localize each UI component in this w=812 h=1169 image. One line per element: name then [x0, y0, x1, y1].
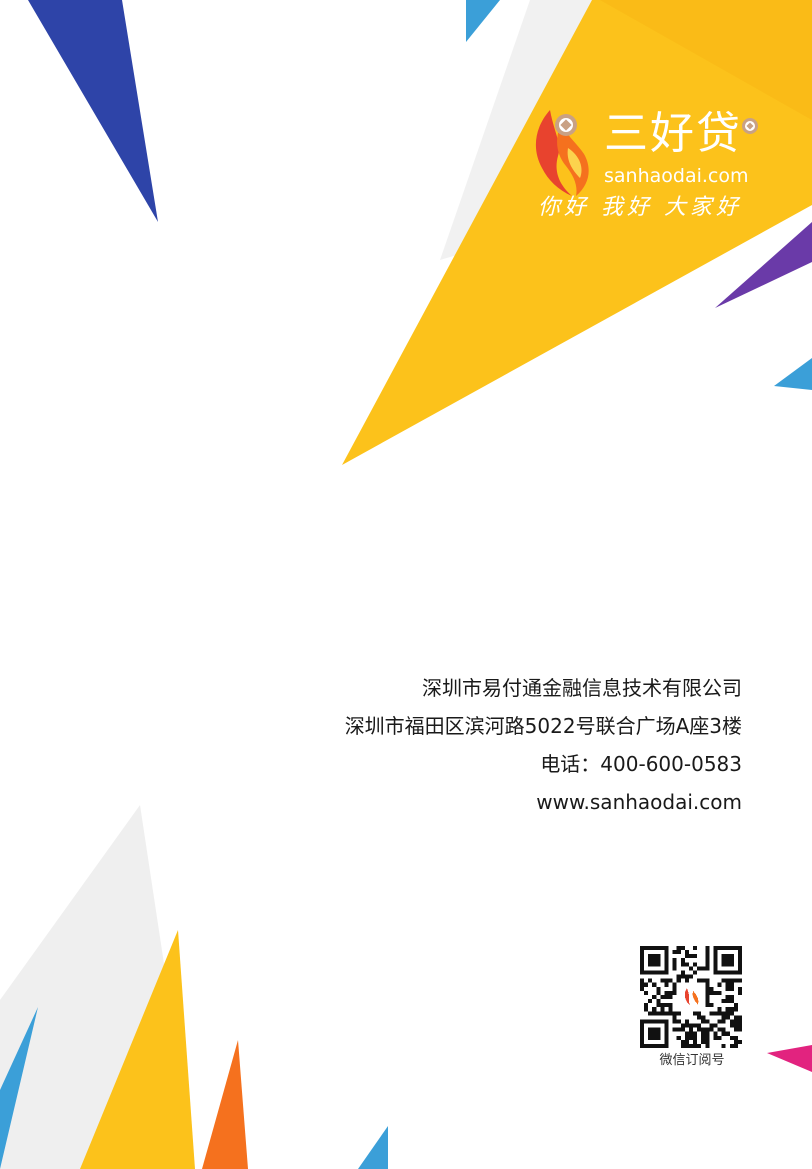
company-name: 深圳市易付通金融信息技术有限公司	[422, 676, 742, 700]
yellow-triangle-large	[342, 0, 812, 465]
flame-coin-icon	[535, 110, 589, 196]
coin-dot-icon	[742, 118, 758, 134]
contact-info: 深圳市易付通金融信息技术有限公司 深圳市福田区滨河路5022号联合广场A座3楼 …	[345, 671, 742, 823]
sky-triangle-bottom-mid	[358, 1126, 388, 1169]
magenta-triangle-bottom-right	[767, 1045, 812, 1072]
qr-code-icon[interactable]	[640, 946, 742, 1048]
yellow-triangle-bottom	[80, 930, 195, 1169]
purple-triangle-right	[715, 222, 812, 308]
wechat-qr-block: 微信订阅号	[640, 946, 744, 1069]
orange-triangle-bottom	[202, 1040, 248, 1169]
yellow-triangle-shade	[600, 0, 812, 120]
brand-domain: sanhaodai.com	[604, 165, 749, 187]
sky-triangle-right	[774, 358, 812, 390]
company-address: 深圳市福田区滨河路5022号联合广场A座3楼	[344, 714, 742, 738]
brand-logo: 三好贷 sanhaodai.com 你好 我好 大家好	[528, 104, 768, 234]
brand-slogan: 你好 我好 大家好	[538, 195, 742, 220]
qr-caption: 微信订阅号	[659, 1053, 725, 1068]
company-website[interactable]: www.sanhaodai.com	[536, 790, 742, 814]
sky-triangle-top	[466, 0, 500, 42]
navy-triangle-top-left	[28, 0, 158, 222]
company-phone: 电话：400-600-0583	[540, 752, 742, 776]
sky-triangle-bottom-left	[0, 1007, 38, 1169]
brand-name: 三好贷	[604, 108, 742, 159]
